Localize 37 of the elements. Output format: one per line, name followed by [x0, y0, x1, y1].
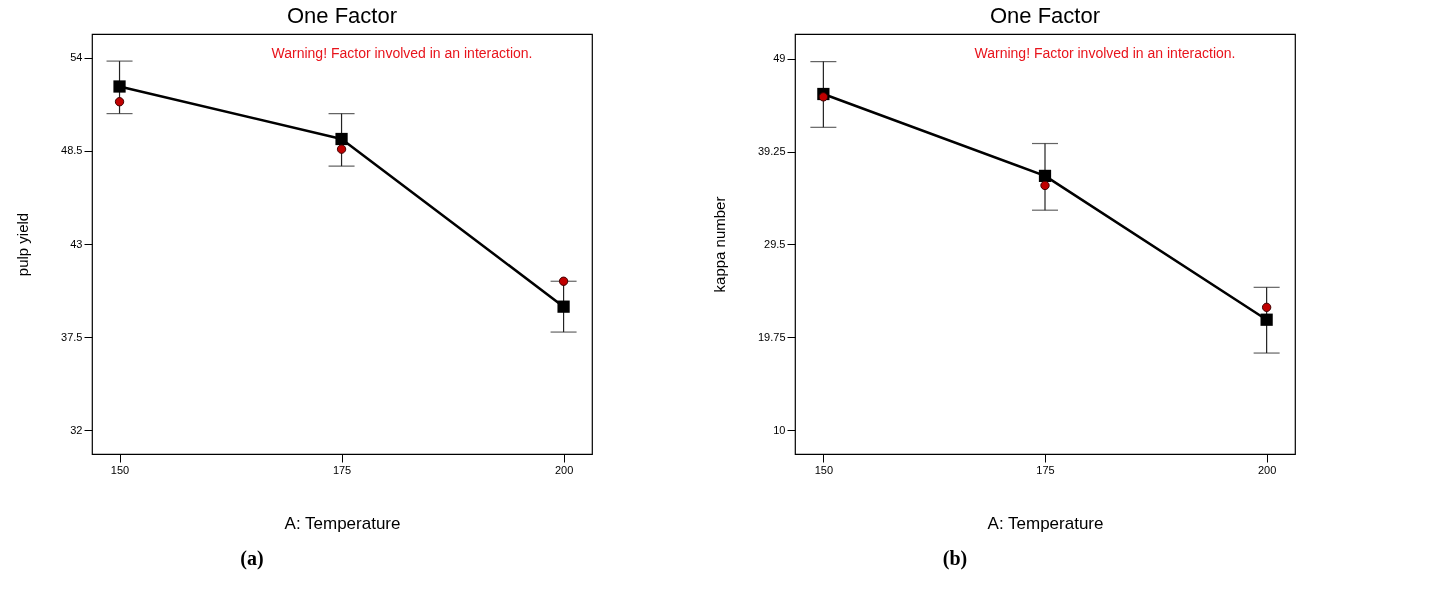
x-tick-label: 150	[110, 463, 130, 476]
annotation: Warning! Factor involved in an interaction.	[974, 45, 1236, 61]
x-tick-label: 150	[814, 463, 834, 476]
point	[114, 97, 125, 107]
point	[335, 132, 348, 146]
text: (b)	[942, 547, 968, 570]
point	[558, 276, 569, 286]
y-tick-label: 10	[773, 423, 786, 436]
y-tick-label: 43	[70, 237, 83, 250]
point	[336, 144, 347, 154]
x-tick-label: 200	[554, 463, 574, 476]
y-tick-label: 19.75	[757, 330, 786, 343]
x-tick-label: 175	[1036, 463, 1055, 476]
point	[1038, 169, 1052, 183]
y-tick-label: 48.5	[61, 144, 83, 157]
y-tick-label: 54	[70, 51, 83, 64]
x-axis-title: A: Temperature	[284, 513, 401, 533]
text: (a)	[240, 547, 264, 570]
x-axis-title: A: Temperature	[987, 513, 1104, 533]
chart-title: One Factor	[989, 3, 1101, 28]
y-axis-title: pulp yield	[14, 212, 32, 277]
chart-title: One Factor	[286, 3, 398, 28]
x-tick-label: 175	[332, 463, 352, 476]
point	[818, 92, 829, 102]
x-tick-label: 200	[1257, 463, 1277, 476]
y-tick-label: 49	[773, 52, 786, 65]
y-tick-label: 29.5	[764, 237, 786, 250]
point	[557, 300, 570, 313]
y-axis-title: kappa number	[710, 196, 728, 293]
y-tick-label: 37.5	[61, 330, 83, 343]
point	[113, 80, 126, 93]
y-tick-label: 32	[70, 423, 83, 436]
point	[1260, 313, 1273, 326]
point	[1261, 302, 1272, 313]
point	[1040, 180, 1050, 191]
y-tick-label: 39.25	[757, 145, 786, 158]
annotation: Warning! Factor involved in an interaction.	[271, 45, 533, 61]
